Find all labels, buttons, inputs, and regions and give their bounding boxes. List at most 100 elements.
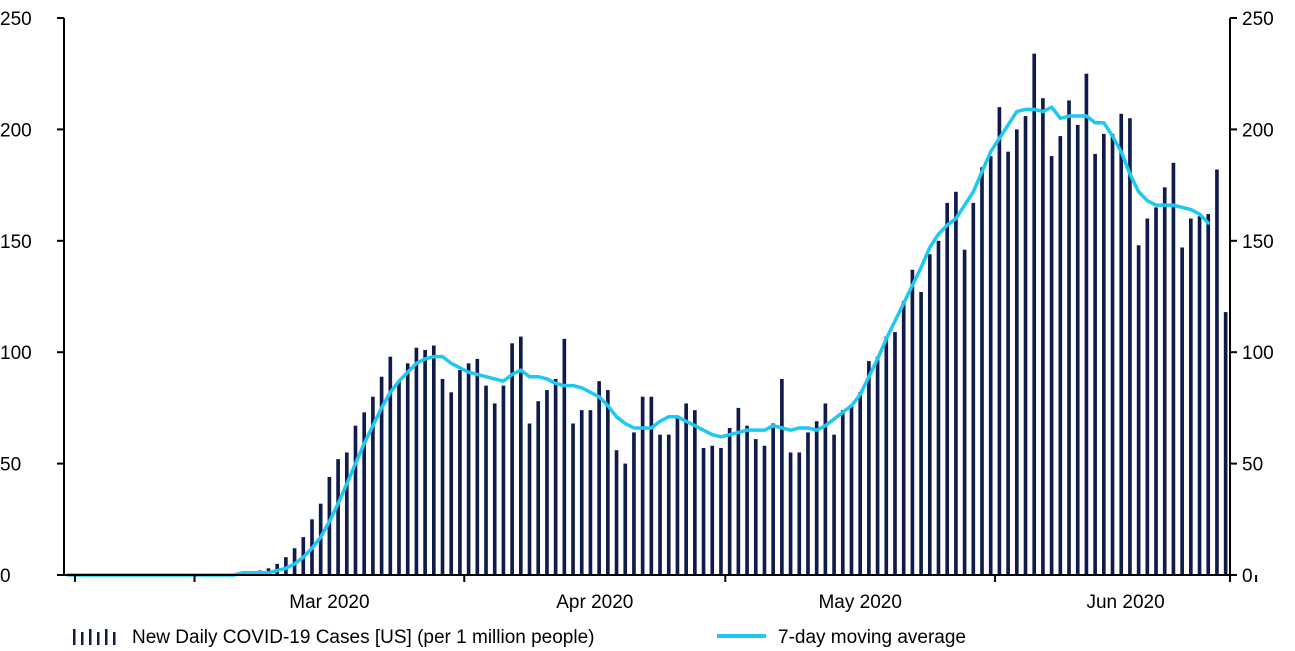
x-month-label-may-2020: May 2020 bbox=[818, 592, 901, 613]
bar-day-79 bbox=[753, 439, 758, 575]
bar-day-111 bbox=[1032, 53, 1037, 575]
y-tick-label-left-100: 100 bbox=[0, 343, 32, 364]
bar-day-122 bbox=[1128, 118, 1132, 575]
bar-day-64 bbox=[623, 463, 628, 575]
bar-day-104 bbox=[971, 202, 976, 576]
bar-day-44 bbox=[449, 392, 454, 575]
bar-day-51 bbox=[510, 343, 514, 575]
bar-day-49 bbox=[492, 403, 497, 575]
bar-day-39 bbox=[405, 363, 410, 575]
bar-day-119 bbox=[1102, 133, 1106, 576]
bar-day-78 bbox=[745, 425, 749, 575]
bar-day-110 bbox=[1023, 116, 1028, 575]
axes-layer: 0 0 50 50 100 100 150 150 200 200 250 250 Mar 2020 Ap… bbox=[0, 9, 1274, 613]
legend: New Daily COVID-19 Cases [US] (per 1 mil… bbox=[73, 627, 966, 648]
bar-day-95 bbox=[893, 332, 897, 575]
bar-day-107 bbox=[997, 107, 1002, 576]
bar-day-35 bbox=[371, 396, 375, 575]
bar-day-25 bbox=[284, 557, 288, 575]
bar-day-69 bbox=[666, 434, 671, 575]
legend-bar-swatch-bar-2 bbox=[89, 629, 92, 645]
bar-day-72 bbox=[693, 410, 697, 575]
bar-day-101 bbox=[945, 202, 950, 576]
y-tick-label-right-0: 0 bbox=[1242, 566, 1253, 587]
legend-bar-swatch-bar-5 bbox=[113, 632, 116, 645]
bar-day-90 bbox=[849, 405, 854, 575]
bar-day-106 bbox=[988, 156, 993, 575]
bar-day-48 bbox=[484, 385, 488, 575]
bar-day-100 bbox=[936, 240, 941, 576]
bar-day-70 bbox=[675, 416, 680, 575]
bar-day-67 bbox=[649, 396, 654, 575]
bar-day-66 bbox=[640, 396, 645, 575]
bar-day-34 bbox=[362, 412, 367, 575]
bar-day-127 bbox=[1171, 162, 1176, 575]
bar-day-60 bbox=[588, 410, 593, 575]
bar-day-36 bbox=[379, 376, 384, 575]
moving-average-line bbox=[66, 105, 1210, 577]
bar-day-85 bbox=[806, 432, 810, 575]
bar-day-59 bbox=[579, 410, 584, 575]
line-layer bbox=[66, 105, 1210, 577]
bar-day-126 bbox=[1162, 187, 1167, 575]
y-tick-label-left-150: 150 bbox=[0, 232, 32, 253]
bar-day-123 bbox=[1136, 245, 1141, 575]
bar-day-97 bbox=[910, 269, 915, 575]
bar-day-109 bbox=[1014, 129, 1019, 575]
bar-day-63 bbox=[614, 450, 619, 575]
bar-day-43 bbox=[440, 378, 445, 575]
legend-label-new-daily-cases: New Daily COVID-19 Cases [US] (per 1 mil… bbox=[132, 627, 595, 648]
bar-day-96 bbox=[901, 300, 906, 575]
bar-day-62 bbox=[606, 390, 610, 575]
bar-day-116 bbox=[1075, 124, 1080, 575]
bar-day-74 bbox=[710, 445, 715, 575]
bar-day-65 bbox=[632, 432, 636, 575]
y-tick-label-right-150: 150 bbox=[1242, 232, 1274, 253]
bar-day-46 bbox=[466, 363, 471, 575]
bar-day-87 bbox=[823, 403, 828, 575]
legend-bar-swatch-bar-4 bbox=[105, 629, 108, 645]
bar-day-99 bbox=[927, 254, 932, 576]
bar-day-76 bbox=[727, 427, 732, 575]
bar-day-128 bbox=[1180, 247, 1184, 576]
bar-day-55 bbox=[545, 390, 549, 575]
bar-day-58 bbox=[571, 423, 575, 575]
y-tick-label-right-50: 50 bbox=[1242, 455, 1263, 476]
y-tick-label-right-250: 250 bbox=[1242, 9, 1274, 30]
y-tick-label-left-50: 50 bbox=[0, 455, 21, 476]
bar-day-38 bbox=[397, 381, 401, 575]
x-month-label-mar-2020: Mar 2020 bbox=[289, 592, 369, 613]
y-tick-label-left-0: 0 bbox=[0, 566, 11, 587]
bar-day-50 bbox=[501, 385, 506, 575]
bar-day-47 bbox=[475, 358, 480, 575]
bar-day-84 bbox=[797, 452, 802, 575]
bar-day-32 bbox=[344, 452, 349, 575]
bar-day-94 bbox=[884, 336, 889, 575]
bar-day-120 bbox=[1110, 133, 1115, 576]
bar-day-30 bbox=[327, 476, 332, 575]
bar-day-82 bbox=[780, 378, 784, 575]
legend-bar-swatch-bar-3 bbox=[97, 632, 100, 645]
x-month-label-jun-2020: Jun 2020 bbox=[1086, 592, 1164, 613]
bar-day-129 bbox=[1189, 218, 1193, 575]
y-tick-label-right-100: 100 bbox=[1242, 343, 1274, 364]
bar-day-37 bbox=[388, 356, 393, 575]
x-month-label-apr-2020: Apr 2020 bbox=[556, 592, 633, 613]
bar-day-73 bbox=[701, 448, 706, 575]
bar-day-117 bbox=[1084, 73, 1089, 575]
bar-day-81 bbox=[771, 423, 775, 575]
bar-day-68 bbox=[658, 434, 662, 575]
bar-day-42 bbox=[431, 345, 436, 575]
bar-day-91 bbox=[858, 392, 863, 575]
bar-day-124 bbox=[1145, 218, 1150, 575]
bar-day-83 bbox=[788, 452, 793, 575]
bar-day-57 bbox=[562, 338, 567, 575]
legend-bar-swatch bbox=[73, 629, 116, 645]
y-tick-label-left-200: 200 bbox=[0, 120, 32, 141]
y-tick-label-left-250: 250 bbox=[0, 9, 32, 30]
bar-day-105 bbox=[980, 167, 984, 575]
bar-day-93 bbox=[875, 356, 880, 575]
bar-day-131 bbox=[1206, 214, 1211, 575]
bar-day-56 bbox=[553, 378, 558, 575]
